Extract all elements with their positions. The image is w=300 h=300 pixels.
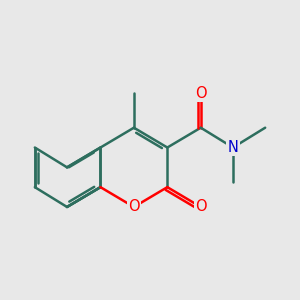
Text: O: O bbox=[195, 200, 207, 214]
Text: O: O bbox=[195, 85, 207, 100]
Text: N: N bbox=[227, 140, 239, 155]
Text: O: O bbox=[128, 200, 140, 214]
